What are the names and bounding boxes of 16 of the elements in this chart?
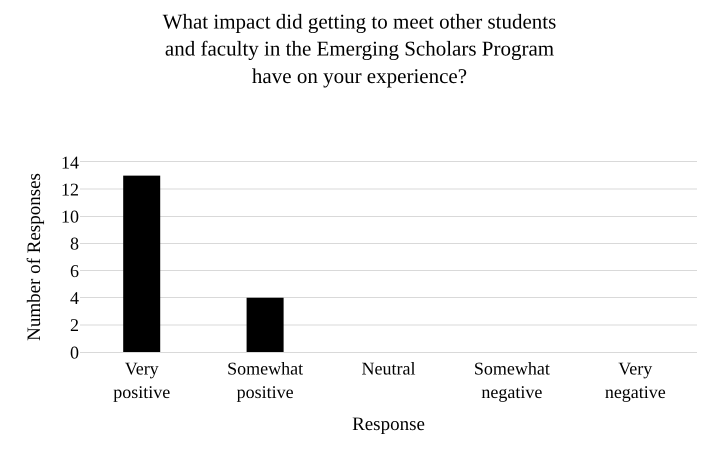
x-tick-label: Neutral [362, 358, 416, 379]
y-tick-label: 2 [70, 315, 79, 336]
x-tick-label: Somewhat negative [474, 358, 550, 402]
x-tick-label: Very negative [604, 358, 666, 402]
y-tick-label: 12 [61, 179, 79, 200]
y-tick-label: 6 [70, 260, 79, 281]
x-axis-title: Response [352, 414, 425, 435]
y-tick-label: 4 [70, 288, 79, 308]
y-tick-label: 14 [61, 152, 79, 172]
y-tick-label: 8 [70, 234, 79, 254]
y-axis-title: Number of Responses [24, 173, 45, 341]
x-tick-label: Somewhat positive [227, 358, 304, 402]
chart-title: What impact did getting to meet other students and faculty in the Emerging Scholars Program have on your experience? [162, 9, 556, 88]
x-tick-label: Very positive [113, 358, 170, 402]
y-tick-label: 10 [61, 206, 79, 227]
y-tick-label: 0 [70, 342, 79, 362]
